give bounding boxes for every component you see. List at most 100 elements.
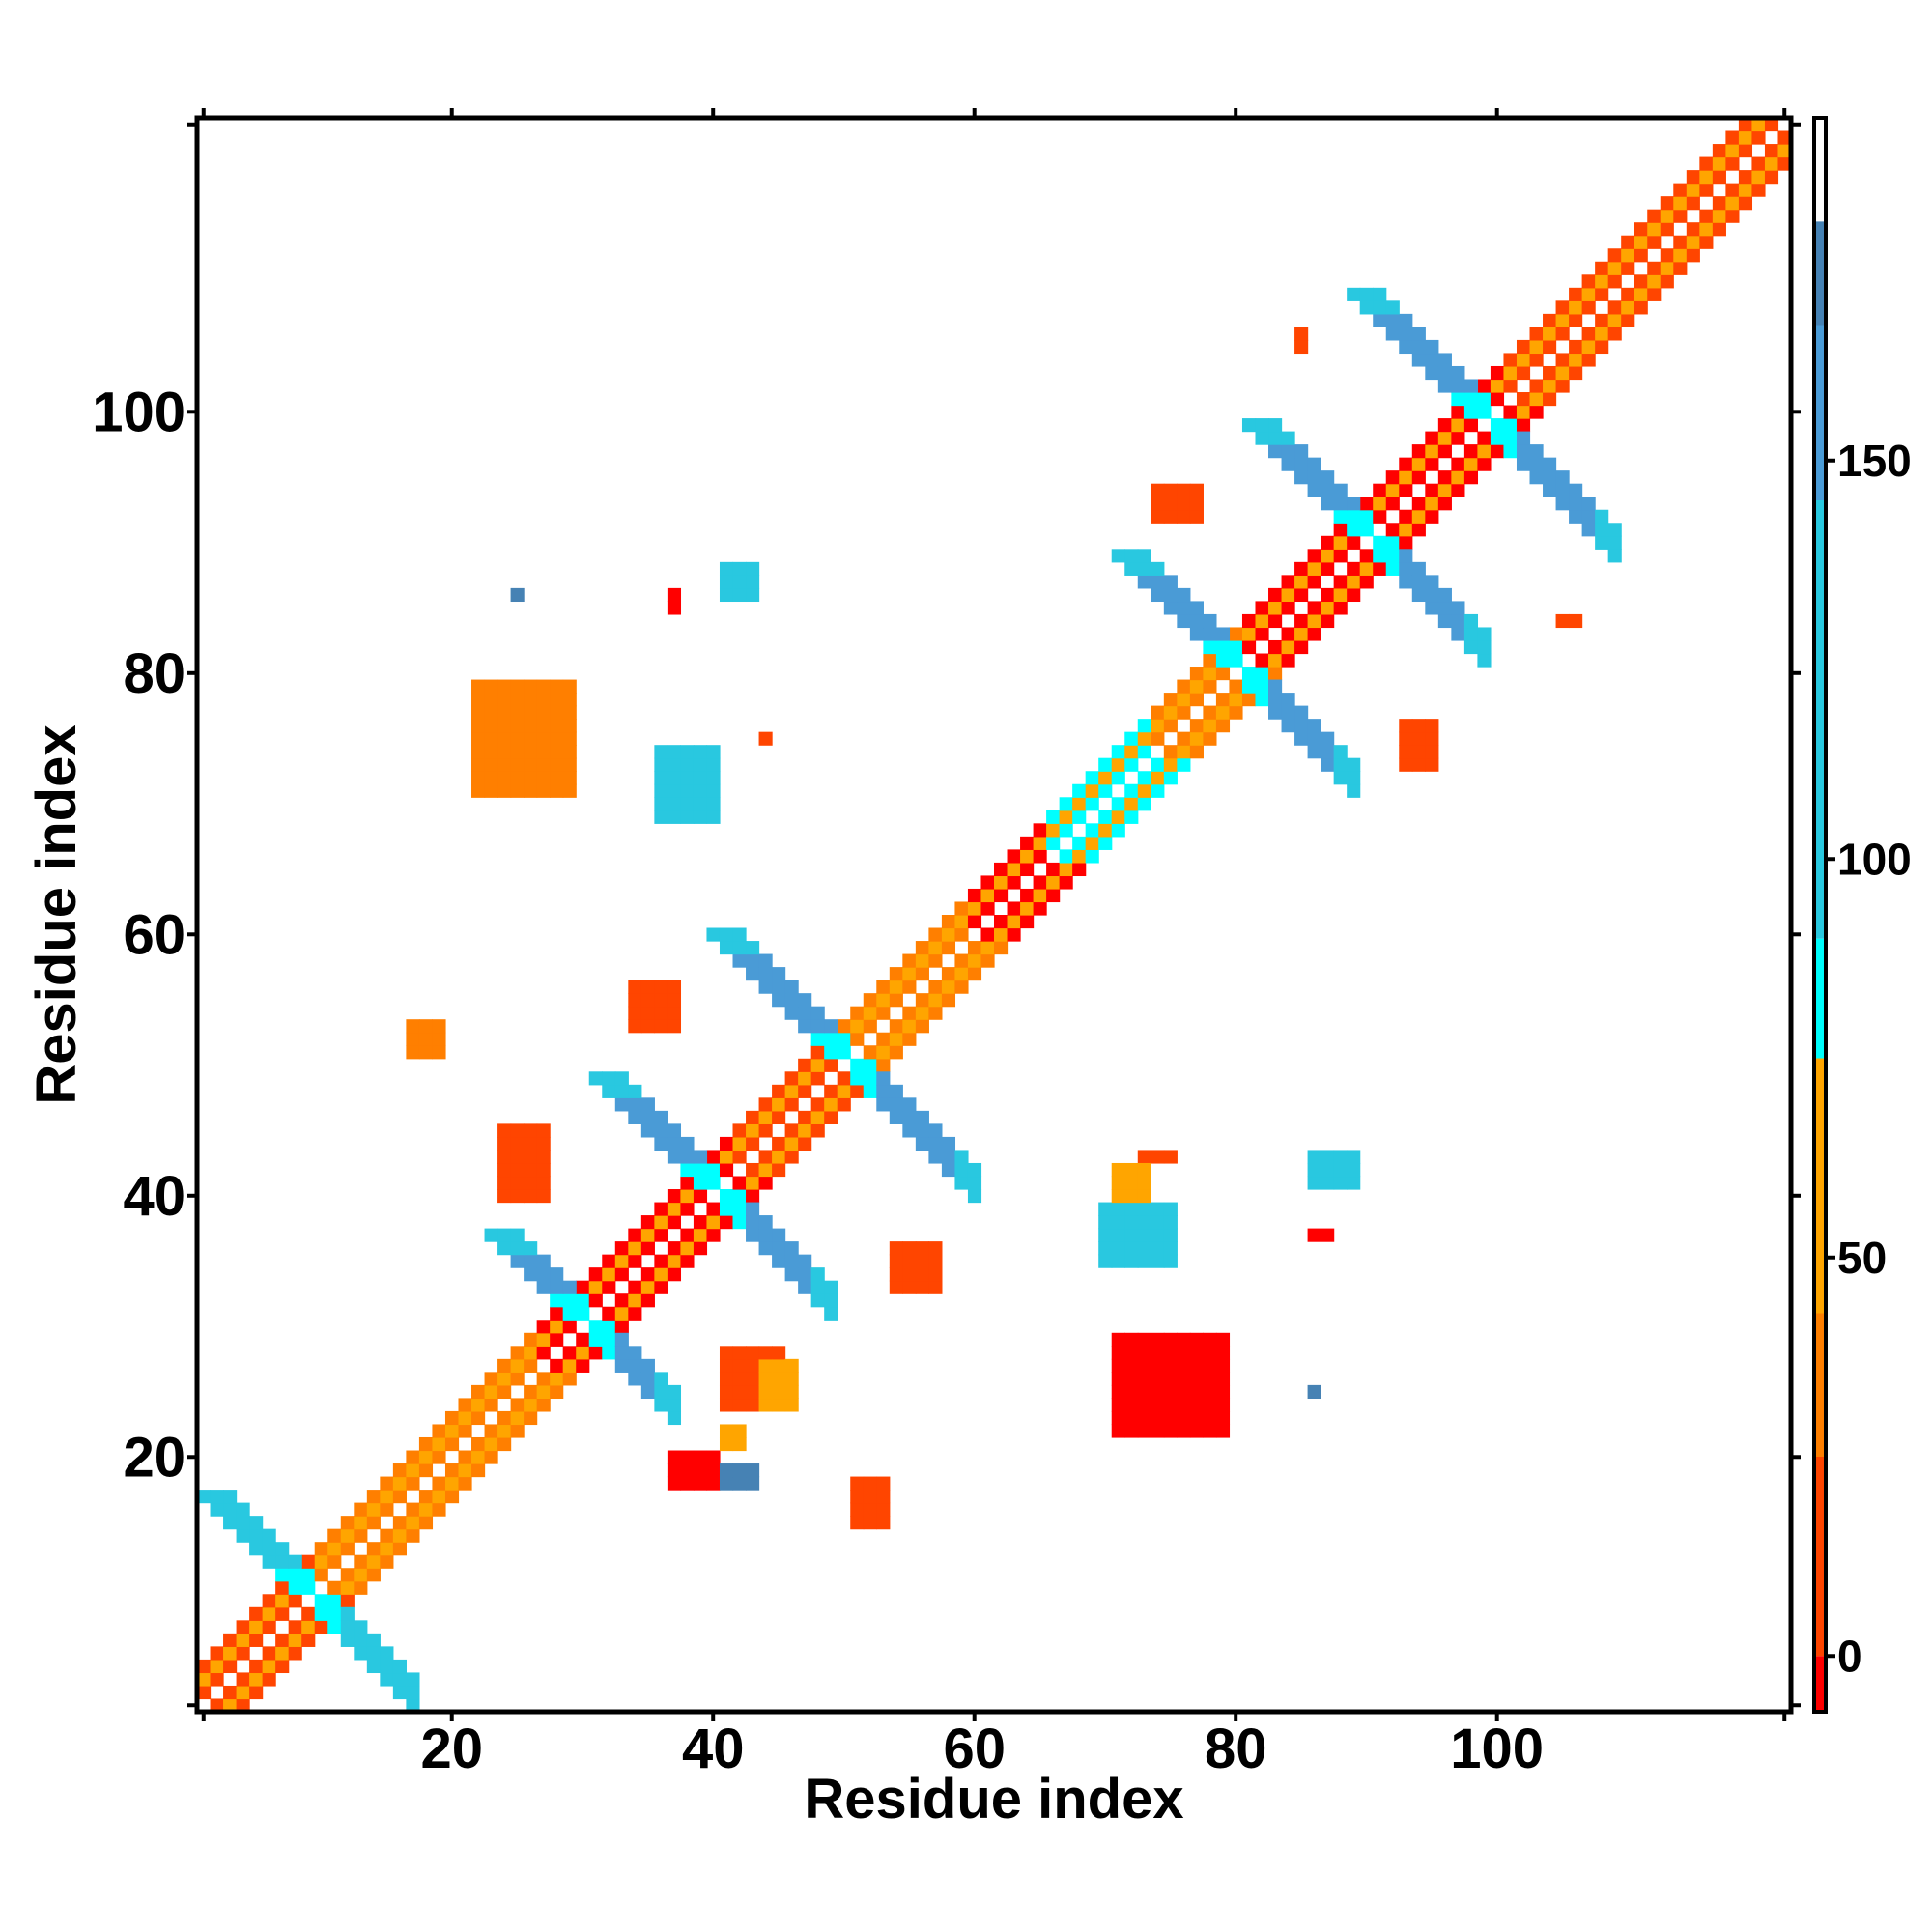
heatmap-cell <box>1294 339 1309 355</box>
heatmap-cell <box>510 705 525 720</box>
heatmap-cell <box>1189 613 1204 629</box>
heatmap-cell <box>1163 1398 1178 1412</box>
heatmap-cell <box>1163 575 1178 589</box>
heatmap-cell <box>772 1372 786 1386</box>
heatmap-cell <box>1203 1384 1217 1400</box>
heatmap-cell <box>524 1358 538 1373</box>
heatmap-cell <box>1137 719 1151 733</box>
heatmap-cell <box>1621 261 1635 275</box>
heatmap-cell <box>640 1228 655 1242</box>
heatmap-cell <box>772 1241 786 1256</box>
heatmap-cell <box>889 1241 903 1256</box>
heatmap-cell <box>1569 613 1583 629</box>
y-tick-label: 100 <box>92 381 185 443</box>
heatmap-cell <box>614 1306 629 1321</box>
heatmap-cell <box>1255 613 1269 629</box>
heatmap-cell <box>693 745 708 759</box>
heatmap-cell <box>1163 745 1178 759</box>
heatmap-cell <box>915 1136 929 1151</box>
heatmap-cell <box>497 1123 512 1138</box>
heatmap-cell <box>1294 731 1309 746</box>
heatmap-cell <box>536 1320 551 1334</box>
heatmap-cell <box>706 757 721 772</box>
heatmap-cell <box>1333 497 1348 511</box>
heatmap-cell <box>197 1685 212 1700</box>
heatmap-cell <box>693 1463 708 1478</box>
heatmap-cell <box>654 757 668 772</box>
heatmap-cell <box>719 1162 734 1178</box>
heatmap-cell <box>1124 1372 1139 1386</box>
heatmap-cell <box>1124 1346 1139 1360</box>
heatmap-cell <box>1451 365 1465 381</box>
heatmap-cell <box>1399 470 1413 485</box>
heatmap-cell <box>1020 862 1035 877</box>
heatmap-cell <box>1373 497 1387 511</box>
heatmap-cell <box>223 1490 238 1504</box>
heatmap-cell <box>1437 601 1452 615</box>
heatmap-cell <box>275 1580 290 1595</box>
heatmap-cell <box>1569 353 1583 367</box>
heatmap-cell <box>1163 497 1178 511</box>
heatmap-cell <box>1411 587 1426 603</box>
heatmap-cell <box>1307 731 1321 746</box>
heatmap-cell <box>524 1136 538 1151</box>
heatmap-cell <box>418 1516 434 1530</box>
heatmap-cell <box>1177 731 1191 746</box>
heatmap-cell <box>1373 313 1387 327</box>
heatmap-cell <box>1163 483 1178 497</box>
heatmap-cell <box>458 1424 472 1438</box>
heatmap-cell <box>1215 627 1231 641</box>
heatmap-cell <box>784 1267 799 1282</box>
colorbar: 0 50 100 150 <box>1812 116 1912 1714</box>
heatmap-cell <box>915 1241 929 1256</box>
heatmap-cell <box>1124 1410 1139 1426</box>
heatmap-cell <box>1437 418 1452 433</box>
heatmap-cell <box>536 693 551 707</box>
heatmap-cell <box>510 1372 525 1386</box>
heatmap-cell <box>798 1136 812 1151</box>
heatmap-cell <box>392 1542 407 1556</box>
heatmap-cell <box>941 1162 956 1178</box>
heatmap-cell <box>1151 1215 1165 1230</box>
heatmap-cell <box>798 1123 812 1138</box>
heatmap-cell <box>602 1084 616 1098</box>
heatmap-cell <box>1321 470 1335 485</box>
heatmap-cell <box>928 941 943 955</box>
heatmap-cell <box>1712 170 1726 185</box>
heatmap-cell <box>1437 353 1452 367</box>
heatmap-cell <box>1569 339 1583 355</box>
heatmap-cell <box>810 1058 825 1072</box>
heatmap-cell <box>1699 183 1714 197</box>
heatmap-cell <box>1399 745 1413 759</box>
heatmap-cell <box>746 941 760 955</box>
heatmap-cell <box>1543 483 1557 497</box>
heatmap-cell <box>863 1019 877 1034</box>
heatmap-cell <box>1359 549 1374 563</box>
heatmap-cell <box>640 1358 655 1373</box>
heatmap-cell <box>1333 587 1348 603</box>
heatmap-cell <box>1751 183 1766 197</box>
heatmap-cell <box>1229 693 1243 707</box>
heatmap-cell <box>1595 261 1609 275</box>
heatmap-cell <box>314 1594 328 1608</box>
heatmap-cell <box>1268 667 1283 681</box>
heatmap-cell <box>497 783 512 798</box>
heatmap-cell <box>262 1554 276 1569</box>
heatmap-cell <box>1177 1424 1191 1438</box>
heatmap-cell <box>380 1490 394 1504</box>
heatmap-cell <box>484 1450 498 1464</box>
heatmap-cell <box>380 1476 394 1491</box>
heatmap-cell <box>536 1398 551 1412</box>
heatmap-cell <box>1437 613 1452 629</box>
heatmap-cell <box>406 1685 420 1700</box>
heatmap-cell <box>1307 745 1321 759</box>
heatmap-cell <box>1151 587 1165 603</box>
heatmap-cell <box>1738 196 1753 211</box>
heatmap-cell <box>706 797 721 811</box>
heatmap-cell <box>1607 248 1622 263</box>
heatmap-cell <box>719 1150 734 1164</box>
heatmap-cell <box>1189 719 1204 733</box>
heatmap-cell <box>497 1176 512 1190</box>
heatmap-cell <box>941 1150 956 1164</box>
heatmap-cell <box>1111 1346 1125 1360</box>
